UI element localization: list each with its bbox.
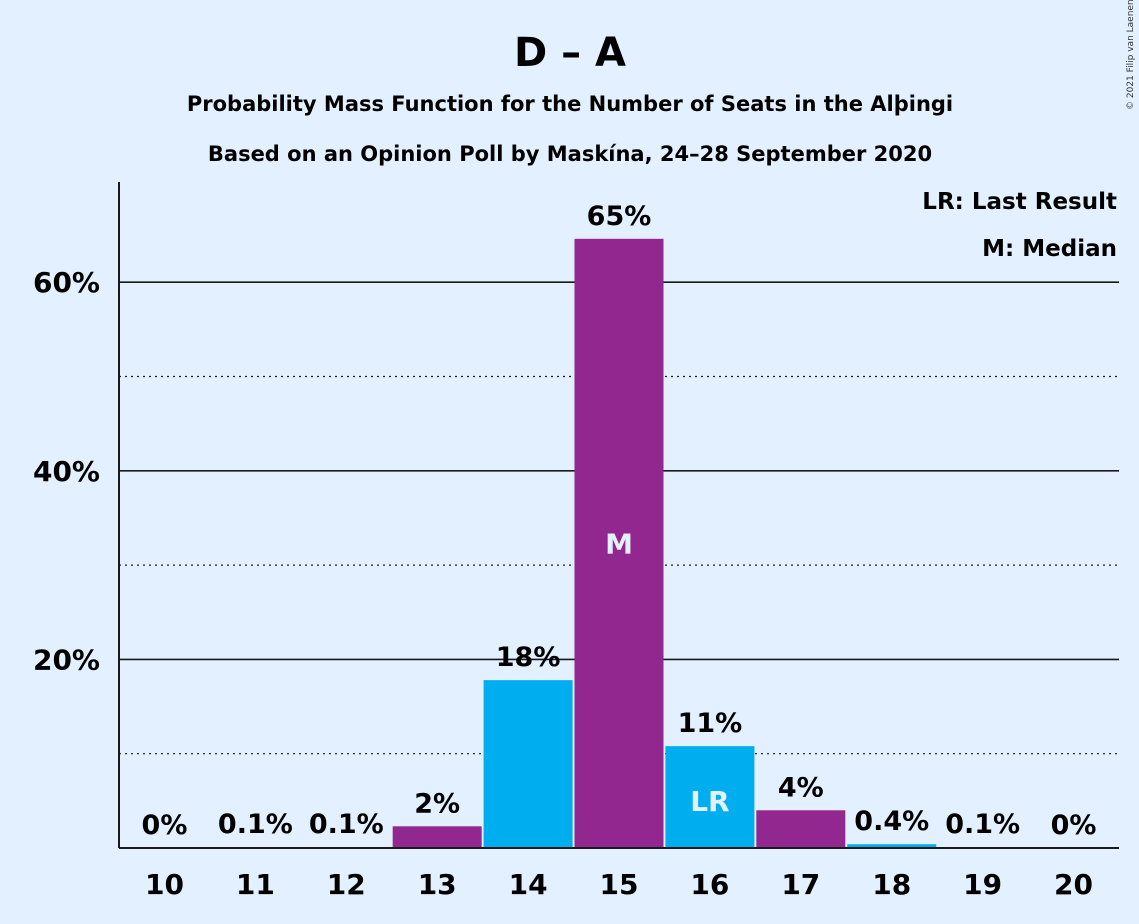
bar [665, 746, 755, 848]
chart-subtitle-1: Probability Mass Function for the Number… [187, 92, 953, 116]
bar [574, 238, 664, 848]
legend-item: LR: Last Result [922, 189, 1117, 215]
last-result-marker: LR [690, 785, 729, 818]
bar [392, 826, 482, 848]
x-tick-label: 12 [327, 868, 366, 901]
y-tick-label: 60% [33, 266, 100, 299]
copyright-notice: © 2021 Filip van Laenen [1126, 0, 1136, 110]
legend-item: M: Median [982, 236, 1117, 262]
chart-subtitle-2: Based on an Opinion Poll by Maskína, 24–… [208, 142, 932, 166]
x-tick-label: 19 [963, 868, 1002, 901]
y-tick-label: 20% [33, 643, 100, 676]
bar-value-label: 0.4% [854, 806, 929, 837]
x-tick-label: 20 [1054, 868, 1093, 901]
x-tick-label: 10 [145, 868, 184, 901]
x-tick-label: 17 [781, 868, 820, 901]
bar-value-label: 65% [587, 201, 652, 232]
x-tick-label: 13 [418, 868, 457, 901]
chart-title: D – A [514, 30, 626, 76]
x-tick-label: 18 [872, 868, 911, 901]
bars [210, 238, 1028, 848]
bar-value-label: 4% [778, 772, 824, 803]
bar-value-label: 0.1% [309, 809, 384, 840]
median-marker: M [605, 527, 633, 560]
y-tick-label: 40% [33, 455, 100, 488]
bar-value-label: 18% [496, 642, 561, 673]
bar [756, 810, 846, 848]
x-axis-ticks: 10 11 12 13 14 15 16 17 18 19 20 [145, 868, 1093, 901]
bar-value-label: 2% [414, 788, 460, 819]
x-tick-label: 11 [236, 868, 275, 901]
bar-value-label: 0.1% [945, 809, 1020, 840]
x-tick-label: 14 [509, 868, 548, 901]
x-tick-label: 15 [600, 868, 639, 901]
bar-value-label: 0% [1051, 810, 1097, 841]
legend: LR: Last Result M: Median [922, 189, 1117, 262]
bar-value-label: 0.1% [218, 809, 293, 840]
bar-value-label: 0% [142, 810, 188, 841]
bar [847, 844, 937, 848]
bar-value-label: 11% [678, 708, 743, 739]
bar [483, 680, 573, 848]
x-tick-label: 16 [690, 868, 729, 901]
y-axis-ticks: 20% 40% 60% [33, 266, 100, 676]
value-labels: 0% 0.1% 0.1% 2% 18% 65% 11% 4% 0.4% 0.1% 0% M LR [142, 201, 1097, 841]
